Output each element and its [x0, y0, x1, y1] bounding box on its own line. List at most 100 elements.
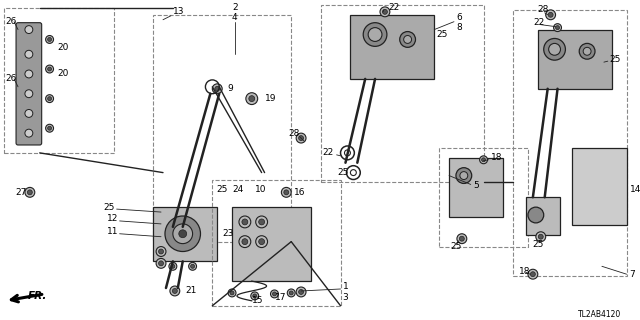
Text: TL2AB4120: TL2AB4120 — [579, 310, 621, 319]
Text: 1: 1 — [342, 282, 348, 291]
Ellipse shape — [528, 269, 538, 279]
Text: 4: 4 — [232, 13, 237, 22]
Text: 9: 9 — [227, 84, 233, 93]
Ellipse shape — [25, 26, 33, 34]
Text: 27: 27 — [15, 188, 26, 197]
Bar — [153, 207, 217, 261]
Bar — [4, 8, 114, 153]
Text: 6: 6 — [456, 13, 461, 22]
Ellipse shape — [172, 289, 177, 293]
Ellipse shape — [212, 84, 222, 94]
Bar — [153, 15, 291, 242]
Ellipse shape — [299, 136, 303, 140]
Text: 10: 10 — [255, 185, 266, 194]
Text: 20: 20 — [58, 69, 69, 78]
Ellipse shape — [296, 133, 306, 143]
Text: FR.: FR. — [28, 291, 47, 301]
Text: 22: 22 — [533, 18, 544, 27]
Ellipse shape — [242, 219, 248, 225]
Ellipse shape — [256, 216, 268, 228]
Ellipse shape — [25, 50, 33, 58]
Text: 26: 26 — [5, 75, 17, 84]
Text: 25: 25 — [532, 240, 543, 249]
Ellipse shape — [159, 261, 163, 266]
Ellipse shape — [47, 126, 52, 130]
Ellipse shape — [554, 24, 561, 32]
Ellipse shape — [25, 90, 33, 98]
Text: 3: 3 — [342, 293, 348, 302]
Ellipse shape — [28, 190, 32, 195]
Ellipse shape — [383, 9, 387, 14]
Ellipse shape — [45, 36, 54, 44]
Text: 18: 18 — [519, 267, 531, 276]
Ellipse shape — [228, 289, 236, 297]
Ellipse shape — [173, 224, 193, 244]
Ellipse shape — [230, 291, 234, 295]
Ellipse shape — [165, 216, 200, 252]
Text: 13: 13 — [173, 7, 184, 16]
Ellipse shape — [548, 44, 561, 55]
Ellipse shape — [259, 219, 264, 225]
Ellipse shape — [189, 262, 196, 270]
Text: 14: 14 — [630, 185, 640, 194]
Ellipse shape — [259, 239, 264, 244]
Ellipse shape — [546, 10, 556, 20]
Ellipse shape — [25, 129, 33, 137]
Text: 22: 22 — [388, 4, 399, 12]
Text: 19: 19 — [264, 94, 276, 103]
Ellipse shape — [47, 97, 52, 100]
Ellipse shape — [47, 37, 52, 41]
Text: 22: 22 — [323, 148, 334, 157]
Text: 25: 25 — [610, 55, 621, 64]
Ellipse shape — [284, 190, 289, 195]
Ellipse shape — [242, 239, 248, 244]
Ellipse shape — [256, 236, 268, 248]
Bar — [513, 10, 627, 276]
Ellipse shape — [287, 289, 295, 297]
Ellipse shape — [169, 262, 177, 270]
Text: 25: 25 — [104, 203, 115, 212]
Text: 5: 5 — [474, 181, 479, 190]
Ellipse shape — [159, 249, 163, 254]
Text: 8: 8 — [456, 23, 461, 32]
Ellipse shape — [457, 234, 467, 244]
Ellipse shape — [45, 95, 54, 103]
Ellipse shape — [170, 286, 180, 296]
Ellipse shape — [481, 158, 486, 162]
Ellipse shape — [479, 156, 488, 164]
Bar — [572, 148, 627, 225]
Ellipse shape — [368, 28, 382, 41]
Text: 25: 25 — [436, 30, 447, 39]
Ellipse shape — [528, 207, 544, 223]
Text: 20: 20 — [58, 43, 69, 52]
Text: 21: 21 — [186, 286, 197, 295]
Ellipse shape — [191, 264, 195, 268]
Ellipse shape — [156, 259, 166, 268]
Bar — [526, 197, 561, 235]
Ellipse shape — [456, 168, 472, 183]
Ellipse shape — [538, 234, 543, 239]
Bar — [351, 15, 435, 79]
Text: 12: 12 — [107, 214, 118, 223]
Bar — [449, 158, 503, 217]
Ellipse shape — [544, 38, 565, 60]
Ellipse shape — [253, 294, 257, 298]
Ellipse shape — [531, 272, 535, 277]
Text: 2: 2 — [232, 4, 237, 12]
Bar — [538, 29, 612, 89]
Ellipse shape — [289, 291, 293, 295]
Ellipse shape — [296, 287, 306, 297]
Ellipse shape — [404, 36, 412, 44]
Text: 25: 25 — [337, 168, 349, 177]
Ellipse shape — [47, 67, 52, 71]
Ellipse shape — [45, 65, 54, 73]
Ellipse shape — [249, 96, 255, 101]
Ellipse shape — [579, 44, 595, 59]
Text: 28: 28 — [288, 129, 300, 138]
Ellipse shape — [179, 230, 187, 238]
Text: 24: 24 — [232, 185, 243, 194]
Text: 16: 16 — [294, 188, 306, 197]
Ellipse shape — [299, 290, 303, 294]
Ellipse shape — [156, 247, 166, 256]
Ellipse shape — [239, 216, 251, 228]
